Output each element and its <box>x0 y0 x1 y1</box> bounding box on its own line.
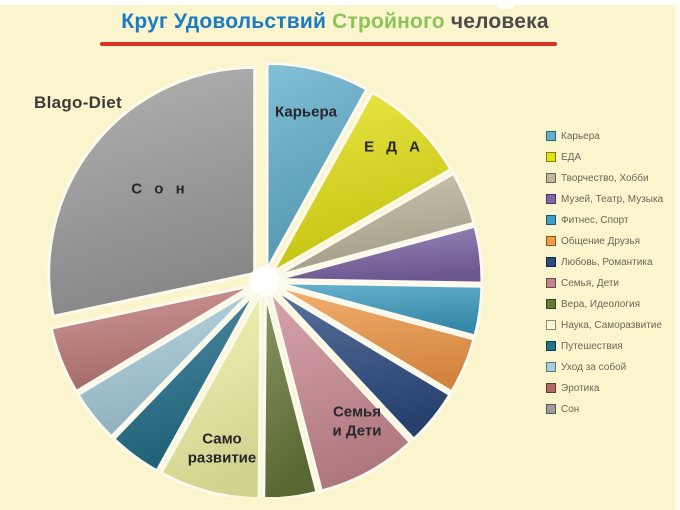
top-notch <box>497 0 514 9</box>
pie-label-family: Семья и Дети <box>332 403 382 439</box>
legend-swatch-sleep <box>546 404 556 414</box>
pie-slice-faith <box>262 291 319 497</box>
legend-swatch-selfdev <box>546 320 556 330</box>
pie-slice-travel <box>112 289 259 473</box>
legend-item-family: Семья, Дети <box>546 277 663 289</box>
title-part-blue: Круг Удовольствий <box>121 10 327 33</box>
legend-item-love: Любовь, Романтика <box>546 256 663 268</box>
legend-swatch-fitness <box>546 215 556 225</box>
legend-swatch-career <box>546 131 556 141</box>
legend-label: Любовь, Романтика <box>561 256 653 268</box>
chart-legend: Карьера ЕДА Творчество, Хобби Музей, Театр,… <box>546 130 663 424</box>
legend-label: Вера, Идеология <box>561 298 640 310</box>
legend-swatch-friends <box>546 236 556 246</box>
legend-swatch-travel <box>546 341 556 351</box>
legend-label: ЕДА <box>561 151 582 163</box>
pie-slice-friends <box>273 284 476 394</box>
pie-chart-svg <box>47 61 484 497</box>
right-edge-strip <box>675 0 680 510</box>
legend-item-museum: Музей, Театр, Музыка <box>546 193 663 205</box>
legend-label: Путешествия <box>561 340 623 352</box>
legend-label: Карьера <box>561 130 600 142</box>
legend-item-friends: Общение Друзья <box>546 235 663 247</box>
legend-label: Сон <box>561 403 580 415</box>
pie-label-sleep: С о н <box>131 180 189 198</box>
legend-item-sleep: Сон <box>546 403 663 415</box>
legend-item-selfcare: Уход за собой <box>546 361 663 373</box>
legend-label: Семья, Дети <box>561 277 620 289</box>
pie-slice-selfdev <box>159 291 263 497</box>
legend-label: Фитнес, Спорт <box>561 214 629 226</box>
page-title: Круг Удовольствий Стройного человека <box>0 10 670 34</box>
pie-label-career: Карьера <box>275 103 337 121</box>
pie-slice-museum <box>274 224 484 285</box>
pie-slice-creativity <box>273 171 476 278</box>
legend-swatch-erotica <box>546 383 556 393</box>
legend-item-food: ЕДА <box>546 151 663 163</box>
legend-label: Общение Друзья <box>561 235 641 247</box>
title-part-green: Стройного <box>332 10 445 33</box>
legend-item-fitness: Фитнес, Спорт <box>546 214 663 226</box>
pie-slice-career <box>265 61 369 271</box>
legend-swatch-museum <box>546 194 556 204</box>
legend-label: Творчество, Хобби <box>561 172 649 184</box>
top-strip <box>0 0 680 5</box>
legend-label: Уход за собой <box>561 361 627 373</box>
pleasure-pie-chart <box>0 55 545 497</box>
pie-slice-selfcare <box>76 287 257 439</box>
pie-slice-sleep <box>47 65 257 318</box>
watermark-blago-diet: Blago-Diet <box>34 93 122 112</box>
pie-label-selfdev: Само развитие <box>187 430 257 466</box>
title-part-dark: человека <box>450 10 549 33</box>
legend-item-travel: Путешествия <box>546 340 663 352</box>
pie-slice-erotica <box>49 283 255 393</box>
legend-item-faith: Вера, Идеология <box>546 298 663 310</box>
pie-slice-family <box>268 290 412 493</box>
legend-label: Эротика <box>561 382 600 394</box>
legend-item-erotica: Эротика <box>546 382 663 394</box>
legend-swatch-faith <box>546 299 556 309</box>
pie-slice-love <box>271 287 452 441</box>
legend-label: Наука, Саморазвитие <box>561 319 662 331</box>
legend-swatch-selfcare <box>546 362 556 372</box>
legend-swatch-food <box>546 152 556 162</box>
legend-item-career: Карьера <box>546 130 663 142</box>
pie-slice-food <box>270 90 453 274</box>
legend-swatch-love <box>546 257 556 267</box>
pie-center-burst <box>249 266 279 296</box>
legend-swatch-creativity <box>546 173 556 183</box>
pie-label-food: Е Д А <box>364 138 424 156</box>
legend-label: Музей, Театр, Музыка <box>561 193 664 205</box>
legend-item-selfdev: Наука, Саморазвитие <box>546 319 663 331</box>
legend-item-creativity: Творчество, Хобби <box>546 172 663 184</box>
title-underline <box>100 42 557 46</box>
legend-swatch-family <box>546 278 556 288</box>
pie-slice-fitness <box>274 281 484 338</box>
